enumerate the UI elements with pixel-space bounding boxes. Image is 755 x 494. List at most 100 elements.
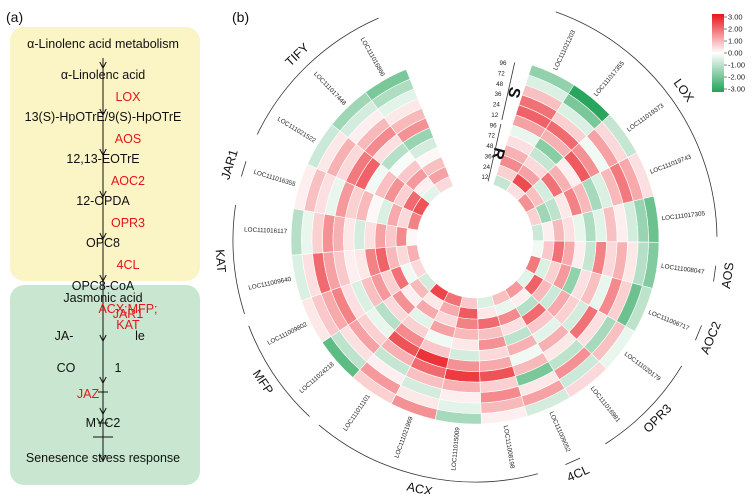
panel-a-label: (a) bbox=[6, 9, 23, 25]
gene-label: LOC111009640 bbox=[248, 276, 293, 292]
gene-group-tick bbox=[565, 457, 581, 465]
legend-tick-label: -3.00 bbox=[728, 85, 745, 94]
heatmap-cell bbox=[353, 219, 367, 251]
gene-group-arc bbox=[605, 365, 683, 445]
sample-group-bracket bbox=[501, 62, 516, 120]
timepoint-label: 72 bbox=[498, 70, 506, 77]
gene-label: LOC111017355 bbox=[593, 60, 627, 98]
gene-label: LOC111008198 bbox=[502, 425, 516, 470]
gene-label: LOC111024218 bbox=[298, 361, 336, 395]
pathway-enzyme: AOC2 bbox=[111, 174, 145, 188]
pathway-arrowhead bbox=[99, 148, 107, 157]
pathway-bottom-box bbox=[10, 285, 200, 485]
legend-tick-label: 3.00 bbox=[728, 13, 743, 22]
timepoint-label: 72 bbox=[488, 133, 496, 140]
gene-group-label: JAR1 bbox=[218, 148, 240, 181]
timepoint-label: 36 bbox=[485, 153, 493, 160]
gene-group-arc bbox=[318, 424, 538, 483]
heatmap-cell bbox=[385, 224, 398, 248]
gene-label: LOC111021969 bbox=[393, 415, 415, 459]
pathway-metabolite: Senesence stress response bbox=[26, 451, 180, 465]
panel-b-label: (b) bbox=[232, 9, 249, 25]
gene-label: LOC111021203 bbox=[552, 29, 577, 72]
gene-label: LOC111016117 bbox=[244, 226, 288, 235]
legend-tick-label: -2.00 bbox=[728, 73, 745, 82]
pathway-enzyme: KAT bbox=[116, 318, 140, 332]
legend-tick-label: 0.00 bbox=[728, 49, 743, 58]
pathway-metabolite: 1 bbox=[115, 361, 122, 375]
pathway-arrowhead bbox=[99, 274, 107, 283]
gene-label: LOC111011101 bbox=[342, 393, 372, 433]
gene-group-arc bbox=[232, 204, 245, 314]
pathway-arrowhead bbox=[99, 190, 107, 199]
pathway-metabolite: Jasmonic acid bbox=[63, 291, 142, 305]
sample-group-bracket bbox=[487, 123, 502, 182]
gene-group-label: ACX bbox=[405, 480, 434, 494]
pathway-enzyme: LOX bbox=[115, 90, 141, 104]
gene-group-label: OPR3 bbox=[641, 401, 675, 435]
pathway-enzyme: AOS bbox=[115, 132, 141, 146]
heatmap-cell bbox=[374, 222, 388, 249]
pathway-metabolite: 12-OPDA bbox=[76, 194, 130, 208]
heatmap-cell bbox=[530, 240, 544, 259]
gene-group-label: AOC2 bbox=[698, 319, 724, 356]
legend-tick-label: -1.00 bbox=[728, 61, 745, 70]
pathway-arrowhead bbox=[99, 454, 107, 463]
gene-group-label: 4CL bbox=[565, 463, 592, 485]
timepoint-label: 12 bbox=[491, 112, 499, 119]
pathway-metabolite: OPC8-CoA bbox=[72, 279, 135, 293]
heatmap-cell bbox=[395, 226, 408, 247]
pathway-steps: α-Linolenc acid metabolism α-Linolenc aci… bbox=[25, 37, 182, 465]
legend-tick-label: 1.00 bbox=[728, 37, 743, 46]
pathway-enzyme: ACX;MFP; bbox=[98, 302, 157, 316]
legend-tick-label: 2.00 bbox=[728, 25, 743, 34]
timepoint-label: 36 bbox=[495, 91, 503, 98]
timepoint-label: 96 bbox=[499, 60, 507, 67]
legend-ticks: 3.00 2.00 1.00 0.00 -1.00 -2.00 -3.00 bbox=[724, 13, 745, 94]
pathway-arrowhead bbox=[99, 334, 107, 343]
pathway-diagram: α-Linolenc acid metabolism α-Linolenc aci… bbox=[10, 27, 200, 485]
pathway-arrowhead bbox=[99, 61, 107, 70]
sample-group-label: R bbox=[488, 146, 507, 162]
timepoint-label: 24 bbox=[483, 164, 491, 171]
pathway-enzyme: JAR1 bbox=[113, 307, 144, 321]
gene-label: LOC111017305 bbox=[661, 210, 706, 222]
heatmap-cells bbox=[290, 64, 660, 425]
timepoint-label: 48 bbox=[496, 81, 504, 88]
heatmap-cell bbox=[364, 220, 377, 250]
gene-label: LOC111017448 bbox=[312, 71, 348, 108]
pathway-enzyme: OPR3 bbox=[111, 216, 145, 230]
gene-group-tick bbox=[695, 325, 702, 341]
color-legend: 3.00 2.00 1.00 0.00 -1.00 -2.00 -3.00 bbox=[712, 13, 745, 94]
timepoint-label: 24 bbox=[493, 102, 501, 109]
pathway-arrowhead bbox=[99, 376, 107, 385]
pathway-metabolite: α-Linolenc acid bbox=[61, 68, 145, 82]
pathway-metabolite: MYC2 bbox=[86, 416, 121, 430]
timepoint-label: 96 bbox=[490, 122, 498, 129]
gene-group-arc bbox=[256, 17, 379, 135]
gene-label: LOC111006717 bbox=[647, 309, 690, 332]
pathway-arrowhead bbox=[99, 407, 107, 416]
gene-label: LOC111008047 bbox=[661, 263, 706, 276]
heatmap-cell bbox=[459, 296, 478, 309]
circular-heatmap: LOC111021203 LOC111017355 LOC111019373 LOC1… bbox=[213, 11, 737, 494]
gene-group-label: LOX bbox=[671, 76, 697, 105]
gene-group-arc bbox=[555, 11, 718, 237]
pathway-metabolite: α-Linolenc acid metabolism bbox=[27, 37, 179, 51]
gene-label: LOC111009052 bbox=[548, 411, 572, 454]
heatmap-cell bbox=[406, 227, 419, 246]
pathway-arrowhead bbox=[99, 108, 107, 117]
gene-label: LOC111016866 bbox=[359, 36, 387, 78]
timepoint-label: 12 bbox=[481, 174, 489, 181]
heatmap-cell bbox=[476, 295, 495, 309]
legend-colorbar bbox=[712, 14, 724, 92]
gene-label: LOC111021522 bbox=[276, 116, 317, 145]
pathway-metabolite: OPC8 bbox=[86, 236, 120, 250]
gene-group-tick bbox=[240, 161, 247, 177]
gene-label: LOC111019743 bbox=[649, 153, 693, 175]
gene-label: LOC111020179 bbox=[623, 351, 662, 383]
gene-group-label: KAT bbox=[213, 249, 229, 274]
pathway-metabolite: le bbox=[135, 329, 145, 343]
